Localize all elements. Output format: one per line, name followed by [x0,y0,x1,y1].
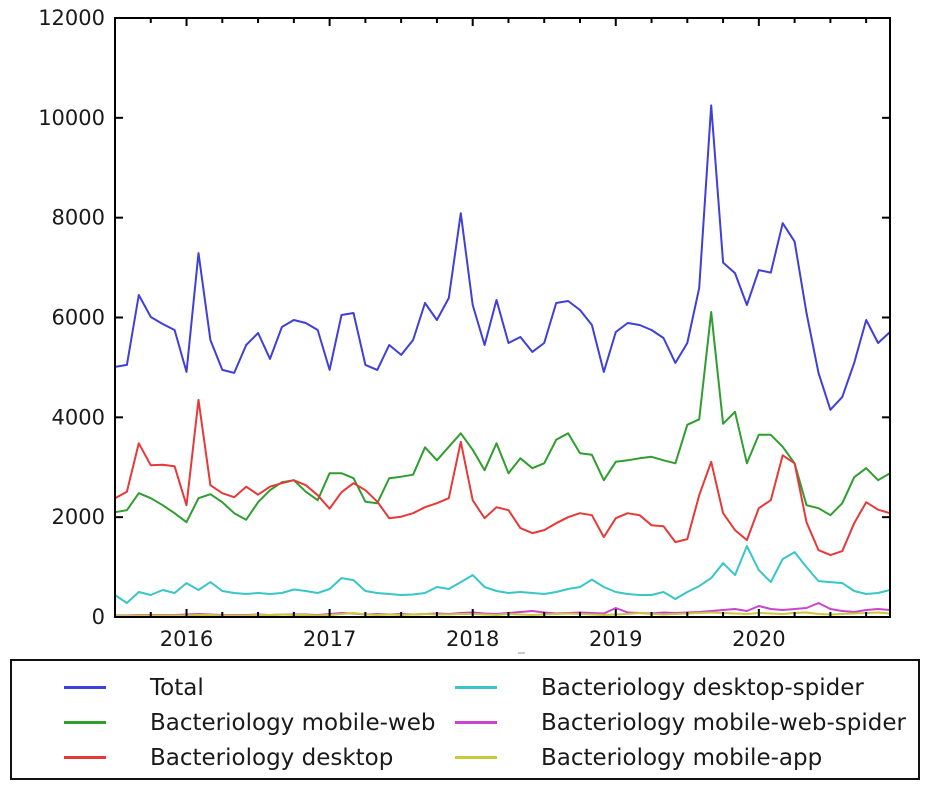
line-chart-canvas: 0 2000 4000 6000 8000 10000 12000 2016 2017 2018 2… [38,6,891,651]
legend-line-mobile-web-spider [455,721,497,724]
legend-item-mobile-web-spider: Bacteriology mobile-web-spider [455,705,918,740]
legend-label-total: Total [150,674,204,701]
series-line-bacteriology-desktop [114,398,891,557]
legend-line-mobile-web [64,721,106,724]
y-tick-label: 12000 [38,6,105,30]
x-tick-label: 2018 [446,627,499,651]
y-tick-label: 4000 [52,405,105,429]
y-tick-label: 10000 [38,106,105,130]
x-tick-label: 2019 [589,627,642,651]
legend-item-desktop: Bacteriology desktop [64,740,455,775]
series-line-bacteriology-mobile-app [114,611,891,617]
legend-label-mobile-app: Bacteriology mobile-app [541,744,823,771]
y-tick-label: 8000 [52,206,105,230]
legend-item-mobile-web: Bacteriology mobile-web [64,705,455,740]
legend-line-mobile-app [455,756,497,759]
y-tick-label: 0 [92,605,105,629]
y-tick-label: 6000 [52,306,105,330]
legend-line-desktop [64,756,106,759]
chart-legend: Total Bacteriology mobile-web Bacteriolo… [10,659,920,780]
legend-line-desktop-spider [455,686,497,689]
legend-item-mobile-app: Bacteriology mobile-app [455,740,918,775]
legend-label-mobile-web-spider: Bacteriology mobile-web-spider [541,709,906,736]
x-tick-label: 2017 [303,627,356,651]
stray-mark [518,652,525,654]
series-line-bacteriology-mobile-web [114,311,891,524]
series-line-bacteriology-desktop-spider [114,545,891,604]
legend-item-desktop-spider: Bacteriology desktop-spider [455,670,918,705]
series-line-total [114,104,891,411]
legend-label-mobile-web: Bacteriology mobile-web [150,709,436,736]
legend-label-desktop: Bacteriology desktop [150,744,394,771]
legend-label-desktop-spider: Bacteriology desktop-spider [541,674,864,701]
legend-line-total [64,686,106,689]
x-tick-label: 2020 [732,627,785,651]
legend-column-left: Total Bacteriology mobile-web Bacteriolo… [12,670,455,778]
y-tick-label: 2000 [52,505,105,529]
legend-item-total: Total [64,670,455,705]
legend-column-right: Bacteriology desktop-spider Bacteriology… [455,670,918,778]
axes-frame [114,17,891,618]
x-tick-label: 2016 [160,627,213,651]
